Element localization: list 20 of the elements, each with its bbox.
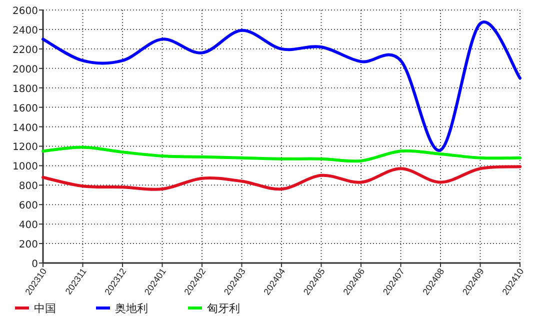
- line-series: [42, 146, 522, 163]
- y-tick-label: 2000: [12, 64, 38, 76]
- y-tick-label: 1200: [12, 142, 38, 154]
- y-tick-label: 600: [18, 200, 38, 212]
- y-tick-label: 200: [18, 240, 38, 251]
- y-tick-label: 800: [18, 181, 38, 192]
- y-tick-label: 1800: [12, 84, 38, 95]
- y-tick-label: 0: [32, 259, 38, 270]
- y-tick-label: 2200: [12, 44, 38, 56]
- line-series: [42, 21, 522, 152]
- y-tick-label: 1600: [12, 103, 38, 114]
- legend-label: 奥地利: [115, 302, 148, 315]
- y-tick-label: 1400: [12, 122, 38, 134]
- line-series: [42, 165, 522, 191]
- y-tick-label: 400: [18, 220, 38, 232]
- legend-label: 匈牙利: [207, 302, 240, 315]
- y-tick-label: 2600: [12, 6, 38, 17]
- legend-label: 中国: [34, 302, 56, 315]
- y-tick-label: 1000: [12, 162, 38, 173]
- y-tick-label: 2400: [12, 25, 38, 36]
